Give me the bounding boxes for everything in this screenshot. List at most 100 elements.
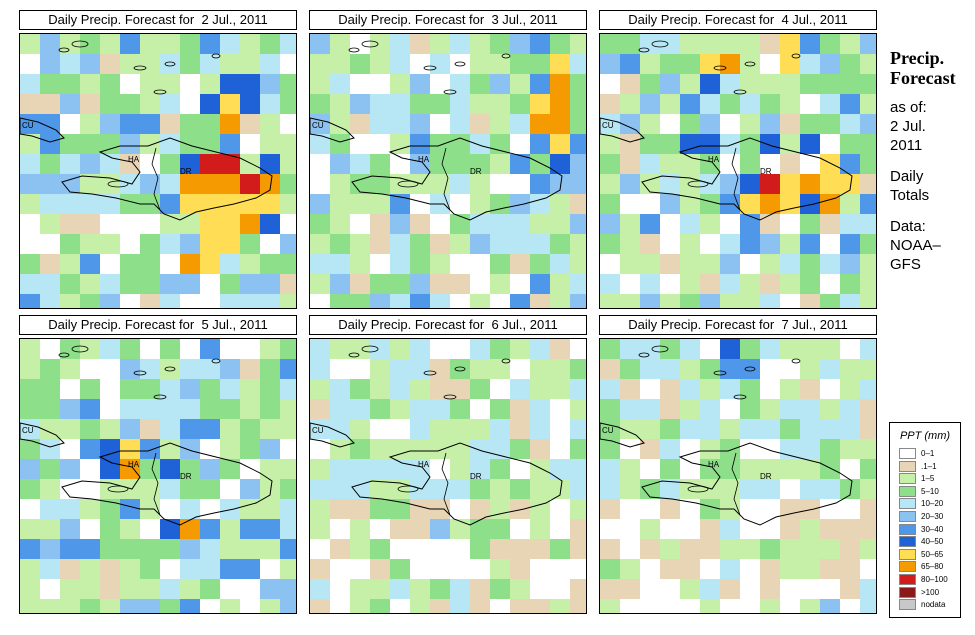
grid-cell: [600, 379, 620, 399]
grid-cell: [180, 559, 200, 579]
legend-swatch: [899, 574, 916, 585]
grid-cell: [820, 539, 840, 559]
grid-cell: [370, 499, 390, 519]
grid-cell: [160, 174, 180, 194]
grid-cell: [840, 439, 860, 459]
grid-cell: [140, 134, 160, 154]
grid-cell: [100, 399, 120, 419]
grid-cell: [820, 459, 840, 479]
grid-cell: [530, 399, 550, 419]
grid-cell: [780, 339, 800, 359]
grid-cell: [240, 499, 260, 519]
grid-cell: [680, 379, 700, 399]
grid-cell: [470, 339, 490, 359]
grid-cell: [530, 234, 550, 254]
grid-cell: [40, 439, 60, 459]
grid-cell: [80, 94, 100, 114]
grid-cell: [550, 134, 570, 154]
grid-cell: [510, 339, 530, 359]
grid-cell: [840, 194, 860, 214]
grid-cell: [330, 74, 350, 94]
grid-cell: [660, 499, 680, 519]
grid-cell: [680, 399, 700, 419]
grid-cell: [840, 134, 860, 154]
grid-cell: [160, 579, 180, 599]
island-outline: [361, 40, 379, 48]
grid-cell: [280, 459, 296, 479]
grid-cell: [120, 599, 140, 613]
grid-cell: [720, 539, 740, 559]
grid-cell: [330, 94, 350, 114]
grid-cell: [370, 399, 390, 419]
island-outline: [58, 352, 70, 358]
grid-cell: [510, 459, 530, 479]
grid-cell: [470, 439, 490, 459]
grid-cell: [120, 294, 140, 308]
grid-cell: [570, 214, 586, 234]
hispaniola-outline: [61, 442, 273, 526]
grid-cell: [780, 579, 800, 599]
island-outline: [348, 352, 360, 358]
grid-cell: [350, 174, 370, 194]
island-outline: [501, 53, 511, 59]
grid-cell: [350, 154, 370, 174]
grid-cell: [530, 54, 550, 74]
grid-cell: [740, 339, 760, 359]
grid-cell: [160, 74, 180, 94]
grid-cell: [40, 154, 60, 174]
grid-cell: [640, 114, 660, 134]
grid-cell: [410, 34, 430, 54]
grid-cell: [350, 439, 370, 459]
grid-cell: [20, 399, 40, 419]
precip-map: CU HA DR: [19, 33, 297, 309]
grid-cell: [450, 539, 470, 559]
grid-cell: [600, 499, 620, 519]
grid-cell: [450, 294, 470, 308]
panel-title: Daily Precip. Forecast for 3 Jul., 2011: [309, 10, 587, 30]
grid-cell: [800, 294, 820, 308]
grid-cell: [390, 74, 410, 94]
grid-cell: [280, 579, 296, 599]
grid-cell: [280, 439, 296, 459]
grid-cell: [60, 539, 80, 559]
grid-cell: [240, 154, 260, 174]
grid-cell: [640, 519, 660, 539]
grid-cell: [200, 459, 220, 479]
precip-grid: CU HA DR: [310, 34, 586, 308]
grid-cell: [510, 599, 530, 613]
grid-cell: [200, 359, 220, 379]
grid-cell: [680, 519, 700, 539]
grid-cell: [100, 254, 120, 274]
grid-cell: [310, 459, 330, 479]
grid-cell: [600, 154, 620, 174]
grid-cell: [260, 254, 280, 274]
grid-cell: [490, 214, 510, 234]
island-outline: [153, 394, 167, 400]
grid-cell: [180, 134, 200, 154]
grid-cell: [570, 399, 586, 419]
grid-cell: [600, 214, 620, 234]
grid-cell: [860, 459, 876, 479]
grid-cell: [490, 519, 510, 539]
grid-cell: [700, 254, 720, 274]
grid-cell: [840, 34, 860, 54]
grid-cell: [760, 599, 780, 613]
grid-cell: [390, 599, 410, 613]
grid-cell: [370, 194, 390, 214]
grid-cell: [40, 559, 60, 579]
grid-cell: [350, 479, 370, 499]
grid-cell: [740, 254, 760, 274]
grid-cell: [720, 599, 740, 613]
grid-cell: [820, 134, 840, 154]
grid-cell: [260, 379, 280, 399]
island-outline: [651, 345, 669, 353]
grid-cell: [80, 274, 100, 294]
grid-cell: [390, 579, 410, 599]
grid-cell: [330, 539, 350, 559]
grid-cell: [20, 439, 40, 459]
grid-cell: [140, 214, 160, 234]
grid-cell: [80, 134, 100, 154]
grid-cell: [390, 94, 410, 114]
grid-cell: [510, 154, 530, 174]
grid-cell: [530, 194, 550, 214]
